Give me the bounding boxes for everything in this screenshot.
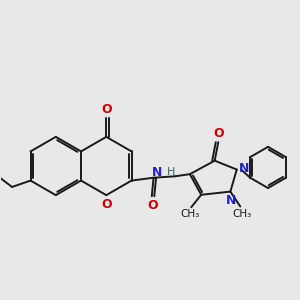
Text: O: O (148, 199, 158, 212)
Text: H: H (167, 167, 175, 177)
Text: O: O (214, 127, 224, 140)
Text: CH₃: CH₃ (180, 209, 200, 219)
Text: CH₃: CH₃ (232, 209, 251, 219)
Text: N: N (226, 194, 236, 207)
Text: O: O (101, 103, 112, 116)
Text: O: O (101, 198, 112, 211)
Text: N: N (239, 162, 249, 175)
Text: N: N (152, 166, 163, 178)
